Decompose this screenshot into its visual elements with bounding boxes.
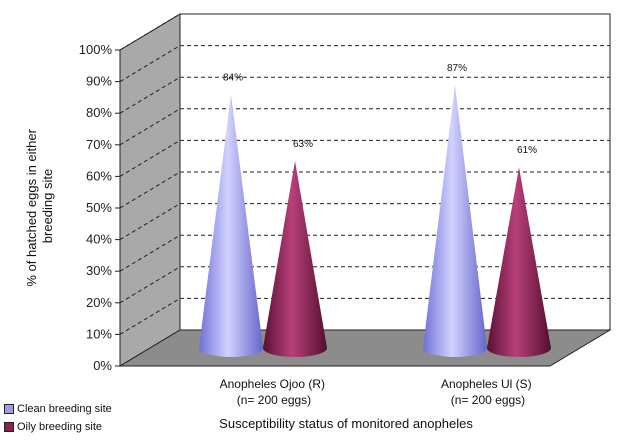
gridline-side <box>119 171 181 209</box>
y-tick-label: 40% <box>86 232 112 247</box>
gridline-side <box>119 266 181 304</box>
x-axis-title: Susceptibility status of monitored anoph… <box>219 416 473 431</box>
y-tick-label: 100% <box>79 42 113 57</box>
data-label-1-0: 63% <box>293 139 313 150</box>
cone-1-1 <box>487 167 551 348</box>
legend-label-oily: Oily breeding site <box>17 421 102 433</box>
category-label-ojoo-line-2: (n= 200 eggs) <box>237 393 311 407</box>
y-tick-label: 60% <box>86 168 112 183</box>
legend-swatch-clean <box>4 404 14 414</box>
cone-0-0 <box>199 94 263 348</box>
gridline-side <box>119 108 181 146</box>
gridline-side <box>119 13 181 51</box>
gridline-side <box>119 297 181 335</box>
y-tick-label: 0% <box>93 358 112 373</box>
gridline-side <box>119 203 181 241</box>
y-tick-label: 80% <box>86 105 112 120</box>
category-label-ojoo: Anopheles Ojoo (R) (n= 200 eggs) <box>220 377 329 407</box>
data-label-1-1: 61% <box>517 145 537 156</box>
category-label-ojoo-line-1: Anopheles Ojoo (R) <box>220 377 325 391</box>
y-tick-label: 90% <box>86 74 112 89</box>
cone-0-1 <box>423 85 487 348</box>
legend-item-clean: Clean breeding site <box>4 400 112 418</box>
category-label-ul-line-2: (n= 200 eggs) <box>451 393 525 407</box>
side-wall <box>119 13 181 367</box>
y-axis-title-line-2: breeding site <box>40 169 55 243</box>
cone-1-0 <box>263 160 327 348</box>
y-axis-title: % of hatched eggs in either breeding sit… <box>24 125 55 286</box>
category-label-ul-line-1: Anopheles Ul (S) <box>441 377 532 391</box>
y-tick-label: 70% <box>86 137 112 152</box>
legend-label-clean: Clean breeding site <box>17 403 112 415</box>
y-tick-label: 50% <box>86 200 112 215</box>
gridline-side <box>119 139 181 177</box>
gridline-side <box>119 76 181 114</box>
y-axis-title-line-1: % of hatched eggs in either <box>24 128 39 286</box>
data-label-0-1: 87% <box>447 63 467 74</box>
gridline-side <box>119 45 181 83</box>
data-label-0-0: 84% <box>223 73 243 84</box>
legend-swatch-oily <box>4 422 14 432</box>
legend: Clean breeding site Oily breeding site <box>4 400 112 436</box>
y-tick-label: 20% <box>86 295 112 310</box>
y-tick-label: 10% <box>86 326 112 341</box>
category-label-ul: Anopheles Ul (S) (n= 200 eggs) <box>441 377 535 407</box>
gridline-side <box>119 234 181 272</box>
legend-item-oily: Oily breeding site <box>4 418 112 436</box>
y-tick-label: 30% <box>86 263 112 278</box>
